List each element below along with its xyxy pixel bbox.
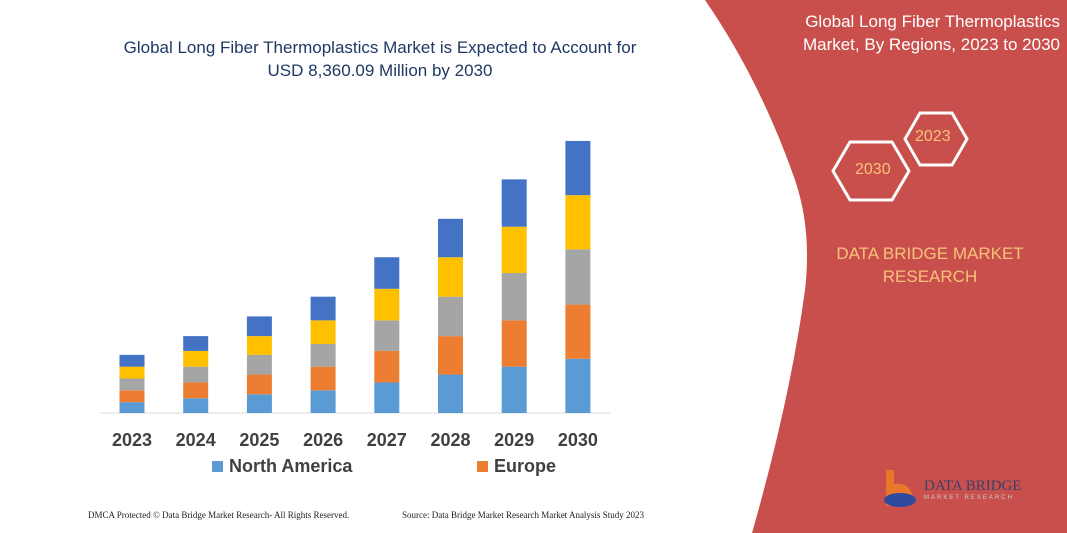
bar-2023-series-2 (119, 378, 145, 391)
bar-2027-series-4 (374, 257, 400, 289)
hexagon-2030 (831, 140, 911, 202)
x-tick-label: 2029 (494, 430, 535, 450)
bar-2023-series-0 (119, 402, 145, 413)
footer-source: Source: Data Bridge Market Research Mark… (402, 510, 644, 520)
logo-subtext: MARKET RESEARCH (924, 494, 1014, 501)
x-tick-label: 2027 (366, 430, 407, 450)
legend-north-america: North America (212, 456, 352, 477)
bar-2026-series-4 (310, 296, 336, 321)
bar-2024-series-3 (183, 350, 209, 367)
legend-swatch (212, 461, 223, 472)
hexagon-2023 (903, 111, 969, 167)
bar-2029-series-4 (501, 179, 527, 227)
bar-2025-series-4 (246, 316, 272, 337)
bar-2024-series-0 (183, 398, 209, 413)
bar-2025-series-3 (246, 336, 272, 355)
bar-2026-series-2 (310, 344, 336, 367)
hex-label-2030: 2030 (855, 161, 891, 178)
bar-2029-series-1 (501, 320, 527, 367)
bar-2027-series-3 (374, 288, 400, 321)
legend-swatch (477, 461, 488, 472)
bar-2026-series-0 (310, 390, 336, 413)
bar-2028-series-1 (438, 336, 463, 375)
bar-2029-series-0 (501, 366, 527, 413)
bar-2030-series-2 (565, 249, 591, 305)
bar-2030-series-0 (565, 358, 591, 413)
chart-title: Global Long Fiber Thermoplastics Market … (123, 38, 637, 80)
x-tick-label: 2024 (175, 430, 216, 450)
logo-icon (884, 470, 916, 507)
legend-label: Europe (494, 456, 557, 476)
bar-2023-series-1 (119, 390, 145, 403)
logo-text: DATA BRIDGE (924, 477, 1022, 494)
x-tick-label: 2030 (557, 430, 598, 450)
x-tick-label: 2026 (303, 430, 344, 450)
bar-2025-series-0 (246, 394, 272, 413)
x-tick-label: 2025 (239, 430, 280, 450)
brand-text: DATA BRIDGE MARKET RESEARCH (836, 244, 1024, 286)
bar-2025-series-2 (246, 354, 272, 375)
bar-2028-series-2 (438, 296, 463, 337)
bar-2023-series-4 (119, 354, 145, 367)
x-tick-label: 2023 (111, 430, 153, 450)
bar-2027-series-0 (374, 382, 400, 413)
legend-label: North America (229, 456, 353, 476)
bar-2030-series-4 (565, 140, 591, 196)
footer-copyright: DMCA Protected © Data Bridge Market Rese… (88, 510, 350, 520)
legend-europe: Europe (477, 456, 556, 477)
x-tick-label: 2028 (430, 430, 471, 450)
bar-2024-series-1 (183, 382, 209, 399)
bar-2023-series-3 (119, 366, 145, 379)
bar-2027-series-1 (374, 350, 400, 383)
bar-2026-series-3 (310, 320, 336, 344)
panel-title: Global Long Fiber Thermoplastics Market,… (802, 12, 1060, 54)
logo: DATA BRIDGE MARKET RESEARCH (880, 468, 1022, 510)
red-panel (705, 0, 1067, 533)
bar-2025-series-1 (246, 374, 272, 395)
bar-2027-series-2 (374, 320, 400, 351)
bar-2024-series-4 (183, 336, 209, 351)
bar-2026-series-1 (310, 366, 336, 391)
hex-label-2023: 2023 (915, 128, 951, 145)
bar-2024-series-2 (183, 366, 209, 383)
bar-2030-series-1 (565, 304, 591, 359)
bar-2029-series-2 (501, 273, 527, 321)
bar-2028-series-3 (438, 257, 463, 297)
bar-2029-series-3 (501, 226, 527, 274)
bar-2028-series-4 (438, 218, 463, 258)
bar-2028-series-0 (438, 374, 463, 413)
bar-2030-series-3 (565, 195, 591, 250)
